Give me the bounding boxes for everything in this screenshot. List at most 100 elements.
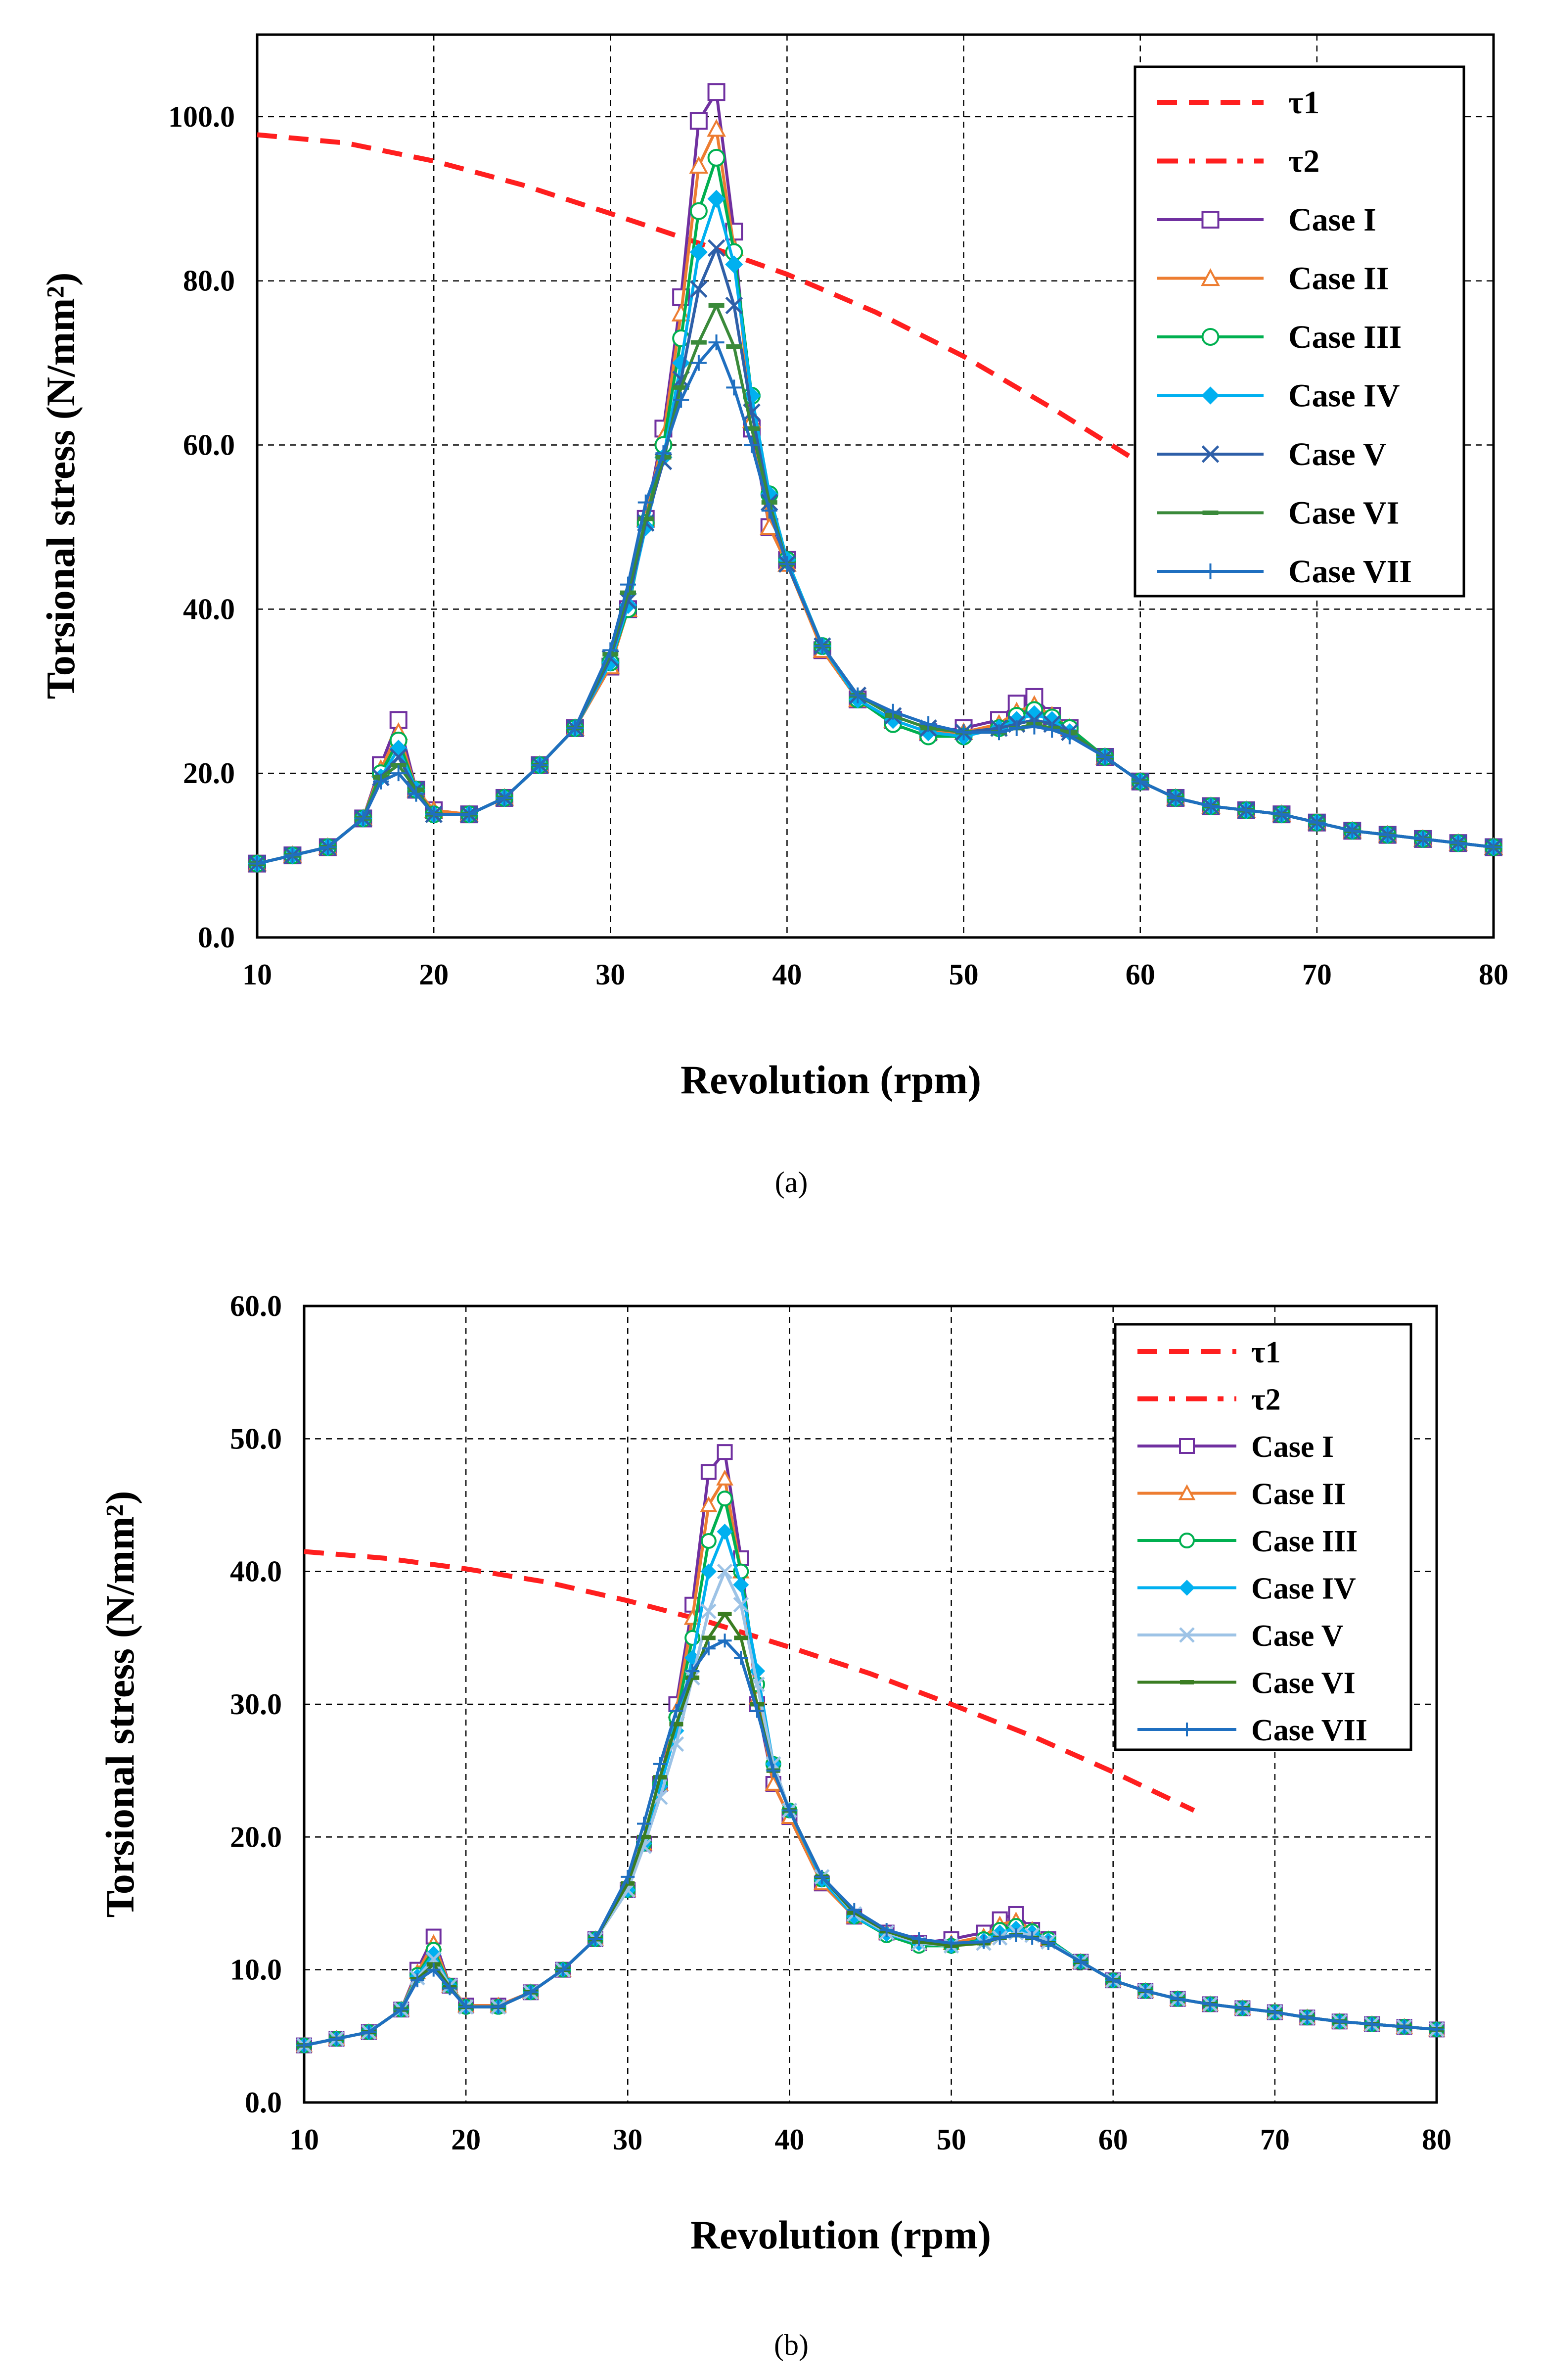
legend-marker <box>1201 445 1220 463</box>
data-point <box>1430 2022 1444 2037</box>
x-tick-label: 10 <box>242 958 272 991</box>
data-point <box>408 786 424 802</box>
series-case-vii <box>249 334 1501 872</box>
x-axis-title: Revolution (rpm) <box>690 2212 991 2257</box>
data-point <box>847 1903 862 1917</box>
data-point <box>761 503 777 519</box>
data-point <box>284 847 301 864</box>
data-point <box>733 1577 749 1593</box>
legend-label: τ2 <box>1288 143 1319 180</box>
legend-label: Case II <box>1251 1478 1346 1511</box>
data-point <box>567 720 583 736</box>
y-tick-label: 100.0 <box>168 100 235 133</box>
legend: τ1 τ2 Case I Case II Case III Case IV Case V Ca… <box>1114 1323 1412 1751</box>
data-point <box>653 1757 667 1771</box>
data-point <box>637 494 654 511</box>
data-point <box>602 642 619 658</box>
data-point <box>782 1803 797 1818</box>
legend-marker <box>1201 386 1220 405</box>
data-point <box>920 716 937 732</box>
data-point <box>1041 1936 1055 1950</box>
legend-marker <box>1178 1484 1196 1500</box>
data-point <box>689 243 708 261</box>
data-point <box>443 1981 457 1996</box>
y-tick-label: 20.0 <box>183 757 235 790</box>
data-point <box>426 806 442 823</box>
tick-labels: 10 20 30 40 50 60 70 80 0.0 20.0 40.0 60.0 80.0 100.0 <box>168 100 1508 991</box>
data-point <box>750 1704 764 1718</box>
data-point <box>297 2038 311 2053</box>
data-point <box>588 1932 602 1946</box>
data-point <box>717 1444 733 1460</box>
data-point <box>390 765 407 782</box>
data-point <box>707 148 726 167</box>
data-point <box>717 1563 733 1580</box>
tick-labels: 10 20 30 40 50 60 70 80 0.0 10.0 20.0 30.0 40.0 50.0 6… <box>230 1290 1451 2156</box>
y-tick-label: 0.0 <box>198 921 235 954</box>
data-point <box>779 556 795 572</box>
data-point <box>1365 2017 1379 2031</box>
data-point <box>1238 802 1254 818</box>
data-point <box>532 757 548 773</box>
data-point <box>700 1464 717 1480</box>
legend-box <box>1114 1323 1412 1751</box>
data-point <box>725 296 743 315</box>
legend-label: Case IV <box>1288 378 1400 414</box>
legend-label: Case V <box>1288 436 1387 472</box>
legend-label: Case I <box>1251 1430 1334 1464</box>
data-point <box>1009 1928 1023 1942</box>
x-tick-label: 30 <box>595 958 625 991</box>
legend-marker <box>1201 328 1220 346</box>
data-point <box>1061 728 1078 745</box>
legend-marker <box>1179 1627 1195 1643</box>
legend-marker <box>1201 268 1220 286</box>
data-point <box>716 1469 733 1486</box>
data-point <box>977 1935 991 1949</box>
data-point <box>707 119 726 137</box>
data-point <box>1203 1997 1217 2011</box>
data-point <box>689 112 708 130</box>
data-point <box>944 1936 958 1950</box>
data-point <box>1309 814 1325 831</box>
series-layer <box>247 83 1503 873</box>
legend-label: τ2 <box>1251 1383 1281 1417</box>
data-point <box>1379 827 1396 843</box>
legend-marker <box>1201 211 1220 229</box>
data-point <box>1026 718 1043 735</box>
data-point <box>1138 1984 1153 1998</box>
data-point <box>685 1664 700 1678</box>
x-tick-label: 50 <box>949 958 979 991</box>
legend-label: Case IV <box>1251 1572 1356 1606</box>
legend-label: Case II <box>1288 261 1389 297</box>
data-point <box>1132 773 1148 790</box>
x-tick-label: 70 <box>1260 2123 1290 2156</box>
data-point <box>1268 2005 1282 2019</box>
y-tick-label: 50.0 <box>230 1422 282 1455</box>
data-point <box>690 355 707 371</box>
x-tick-label: 80 <box>1479 958 1508 991</box>
x-tick-label: 30 <box>613 2123 642 2156</box>
data-point <box>556 1962 570 1977</box>
legend-label: Case III <box>1251 1525 1358 1558</box>
data-point <box>655 445 672 462</box>
legend-label: Case VII <box>1251 1714 1367 1747</box>
x-tick-label: 10 <box>289 2123 319 2156</box>
data-point <box>461 806 477 823</box>
data-point <box>955 724 972 741</box>
data-point <box>1097 749 1113 765</box>
data-point <box>497 790 512 806</box>
data-point <box>669 1704 683 1718</box>
data-point <box>410 1973 424 1988</box>
data-point <box>1450 835 1466 851</box>
x-tick-label: 40 <box>774 2123 804 2156</box>
data-point <box>394 2003 408 2017</box>
legend-marker <box>1202 563 1219 579</box>
y-tick-label: 10.0 <box>230 1954 282 1986</box>
y-tick-label: 20.0 <box>230 1820 282 1853</box>
legend-box <box>1134 65 1465 598</box>
y-axis-title: Torsional stress (N/mm²) <box>38 273 83 700</box>
data-point <box>1074 1955 1088 1969</box>
data-point <box>707 239 726 257</box>
data-point <box>459 2000 473 2014</box>
